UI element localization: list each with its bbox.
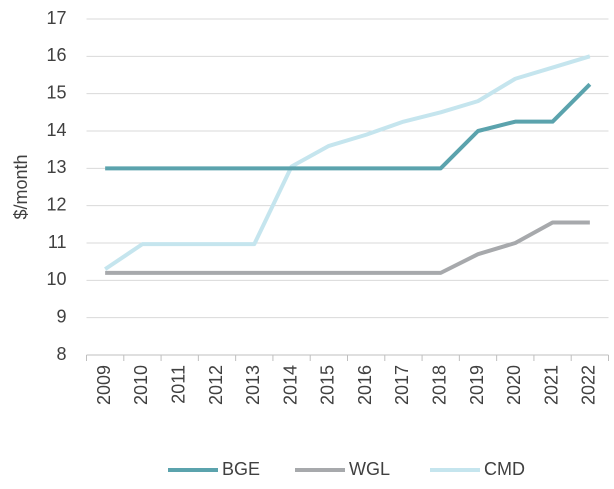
x-tick-label: 2015	[318, 365, 338, 405]
y-tick-label: 8	[56, 344, 66, 364]
x-tick-label: 2014	[280, 365, 300, 405]
y-tick-label: 9	[56, 306, 66, 326]
x-tick-label: 2019	[467, 365, 487, 405]
x-tick-label: 2016	[355, 365, 375, 405]
y-tick-label: 13	[46, 157, 66, 177]
x-tick-label: 2022	[579, 365, 599, 405]
y-tick-label: 17	[46, 8, 66, 28]
x-tick-label: 2021	[541, 365, 561, 405]
y-tick-label: 16	[46, 45, 66, 65]
series-line	[105, 220, 590, 275]
x-tick-label: 2013	[243, 365, 263, 405]
x-tick-label: 2020	[504, 365, 524, 405]
x-tick-label: 2012	[206, 365, 226, 405]
legend-label: CMD	[484, 459, 525, 479]
series-line	[104, 54, 591, 271]
y-tick-label: 15	[46, 82, 66, 102]
x-tick-label: 2018	[429, 365, 449, 405]
x-tick-label: 2017	[392, 365, 412, 405]
y-tick-label: 10	[46, 269, 66, 289]
y-axis-label: $/month	[11, 154, 31, 219]
series-line	[105, 82, 592, 171]
x-tick-label: 2011	[168, 365, 188, 404]
legend-label: BGE	[222, 459, 260, 479]
legend-label: WGL	[349, 459, 390, 479]
x-tick-label: 2009	[94, 365, 114, 405]
y-tick-label: 12	[46, 194, 66, 214]
y-tick-label: 11	[48, 232, 67, 252]
y-tick-label: 14	[46, 120, 66, 140]
x-tick-label: 2010	[131, 365, 151, 405]
